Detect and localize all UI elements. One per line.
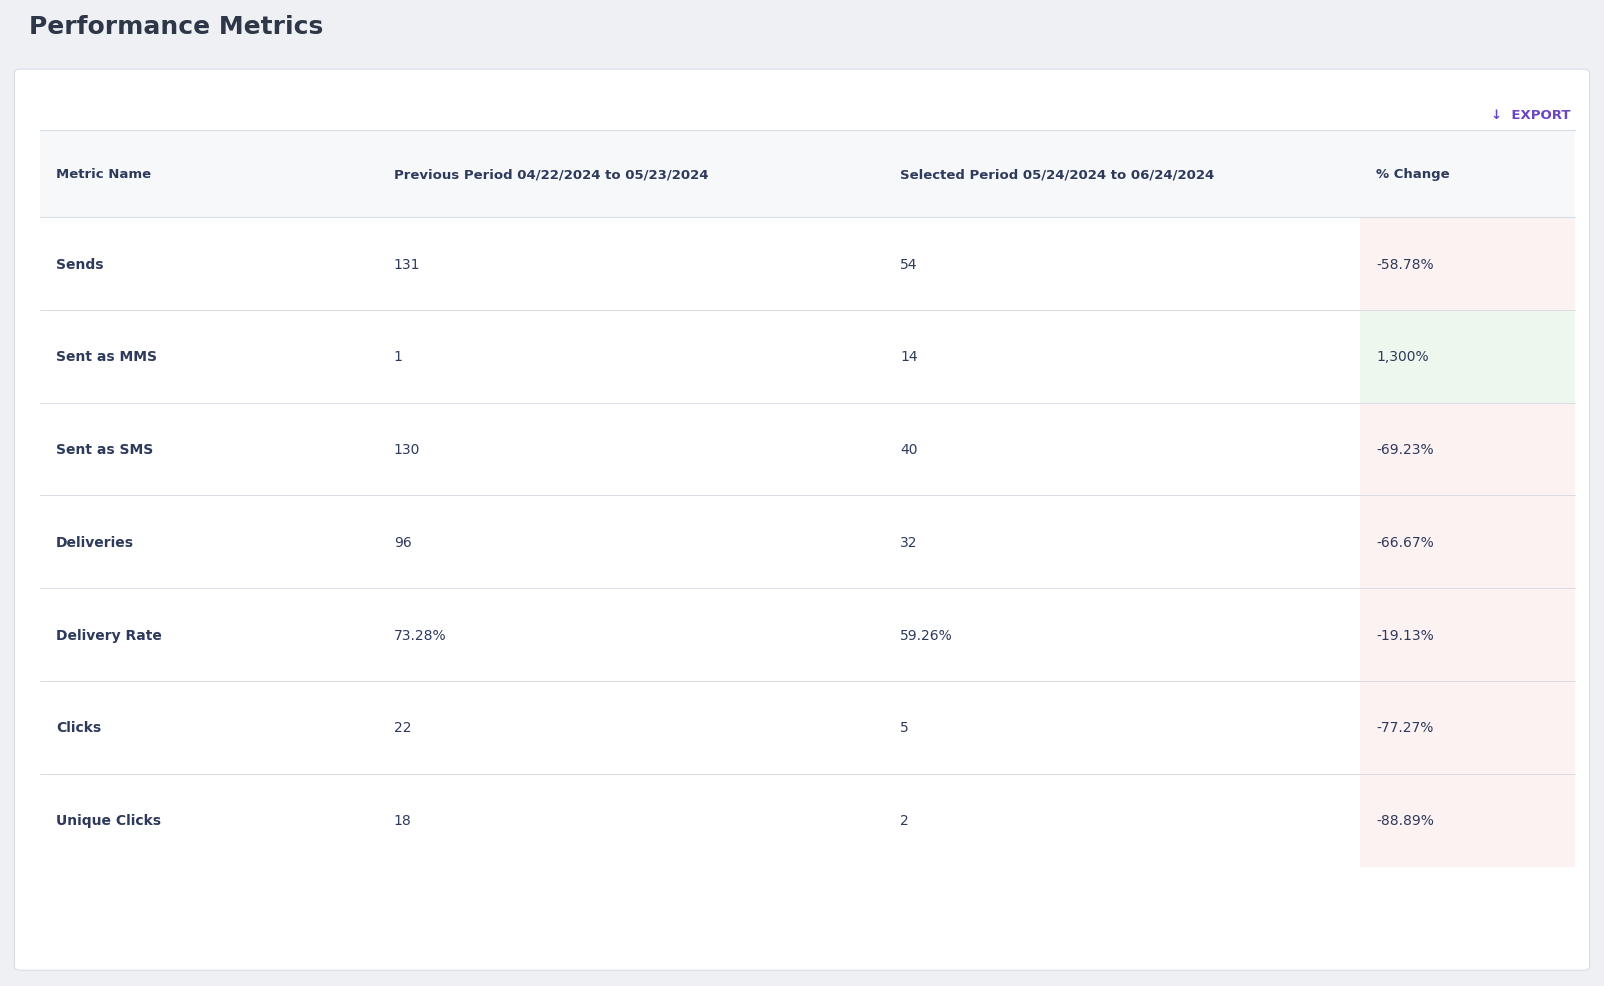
Bar <box>1360 218 1575 311</box>
Bar <box>1360 681 1575 774</box>
Text: 1: 1 <box>395 350 403 364</box>
FancyBboxPatch shape <box>14 70 1590 970</box>
Text: 32: 32 <box>900 535 917 549</box>
Bar <box>1360 496 1575 589</box>
Text: Previous Period 04/22/2024 to 05/23/2024: Previous Period 04/22/2024 to 05/23/2024 <box>395 168 709 181</box>
Text: Clicks: Clicks <box>56 721 101 735</box>
Bar <box>1360 774 1575 867</box>
Text: -19.13%: -19.13% <box>1376 628 1434 642</box>
Text: 22: 22 <box>395 721 411 735</box>
Text: Sent as SMS: Sent as SMS <box>56 443 154 457</box>
Text: -77.27%: -77.27% <box>1376 721 1434 735</box>
Text: 54: 54 <box>900 257 917 271</box>
Text: 5: 5 <box>900 721 909 735</box>
Text: 131: 131 <box>395 257 420 271</box>
Text: ↓  EXPORT: ↓ EXPORT <box>1490 108 1570 122</box>
Text: 40: 40 <box>900 443 917 457</box>
Text: 73.28%: 73.28% <box>395 628 446 642</box>
Text: -58.78%: -58.78% <box>1376 257 1434 271</box>
Text: Deliveries: Deliveries <box>56 535 135 549</box>
Text: Delivery Rate: Delivery Rate <box>56 628 162 642</box>
Text: 1,300%: 1,300% <box>1376 350 1429 364</box>
Text: 14: 14 <box>900 350 917 364</box>
Text: 96: 96 <box>395 535 412 549</box>
Text: Selected Period 05/24/2024 to 06/24/2024: Selected Period 05/24/2024 to 06/24/2024 <box>900 168 1214 181</box>
Text: 2: 2 <box>900 813 909 827</box>
Text: Performance Metrics: Performance Metrics <box>29 16 322 39</box>
Bar <box>1360 403 1575 496</box>
Text: Sent as MMS: Sent as MMS <box>56 350 157 364</box>
Text: -66.67%: -66.67% <box>1376 535 1434 549</box>
Text: % Change: % Change <box>1376 168 1450 181</box>
Text: -69.23%: -69.23% <box>1376 443 1434 457</box>
Text: -88.89%: -88.89% <box>1376 813 1434 827</box>
Text: Sends: Sends <box>56 257 104 271</box>
Bar <box>40 131 1575 218</box>
Bar <box>1360 589 1575 681</box>
Bar <box>1360 311 1575 403</box>
Text: 130: 130 <box>395 443 420 457</box>
Text: Metric Name: Metric Name <box>56 168 151 181</box>
Text: 59.26%: 59.26% <box>900 628 953 642</box>
Text: Unique Clicks: Unique Clicks <box>56 813 160 827</box>
Text: 18: 18 <box>395 813 412 827</box>
